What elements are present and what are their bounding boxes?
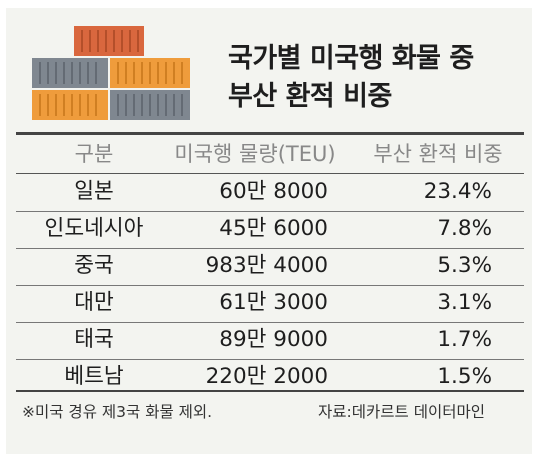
footnote: ※미국 경유 제3국 화물 제외. (22, 403, 213, 421)
share-cell: 7.8% (437, 216, 492, 241)
table-bottom-rule (16, 390, 524, 392)
chart-panel: 국가별 미국행 화물 중 부산 환적 비중 (6, 8, 532, 454)
country-cell: 베트남 (64, 364, 124, 389)
volume-cell: 89만 9000 (219, 327, 328, 352)
country-cell: 대만 (74, 290, 114, 315)
volume-cell: 983만 4000 (205, 253, 328, 278)
container-gray-left (32, 58, 108, 88)
header-share: 부산 환적 비중 (373, 142, 503, 166)
table-row: 중국 983만 4000 5.3% (16, 247, 524, 286)
header-volume: 미국행 물량(TEU) (174, 142, 336, 166)
country-cell: 일본 (74, 179, 114, 204)
container-orange-right (110, 58, 190, 88)
table-row: 대만 61만 3000 3.1% (16, 284, 524, 323)
table-row: 인도네시아 45만 6000 7.8% (16, 210, 524, 249)
table-row: 태국 89만 9000 1.7% (16, 321, 524, 360)
title-line-2: 부산 환적 비중 (228, 81, 392, 112)
table-header: 구분 미국행 물량(TEU) 부산 환적 비중 (16, 132, 524, 174)
share-cell: 1.7% (437, 327, 492, 352)
shipping-containers-icon (32, 26, 190, 120)
table-row: 베트남 220만 2000 1.5% (16, 358, 524, 396)
title-line-1: 국가별 미국행 화물 중 (228, 43, 474, 74)
share-cell: 23.4% (423, 179, 492, 204)
header-country: 구분 (74, 142, 114, 166)
volume-cell: 220만 2000 (205, 364, 328, 389)
table-row: 일본 60만 8000 23.4% (16, 173, 524, 212)
container-orange-left (32, 90, 108, 120)
share-cell: 1.5% (437, 364, 492, 389)
volume-cell: 45만 6000 (219, 216, 328, 241)
volume-cell: 60만 8000 (219, 179, 328, 204)
country-cell: 인도네시아 (44, 216, 144, 241)
country-cell: 중국 (74, 253, 114, 278)
volume-cell: 61만 3000 (219, 290, 328, 315)
share-cell: 5.3% (437, 253, 492, 278)
container-gray-right (110, 90, 190, 120)
chart-title: 국가별 미국행 화물 중 부산 환적 비중 (228, 40, 528, 116)
country-cell: 태국 (74, 327, 114, 352)
container-red (74, 26, 144, 56)
source-credit: 자료:데카르트 데이터마인 (318, 403, 486, 421)
share-cell: 3.1% (437, 290, 492, 315)
